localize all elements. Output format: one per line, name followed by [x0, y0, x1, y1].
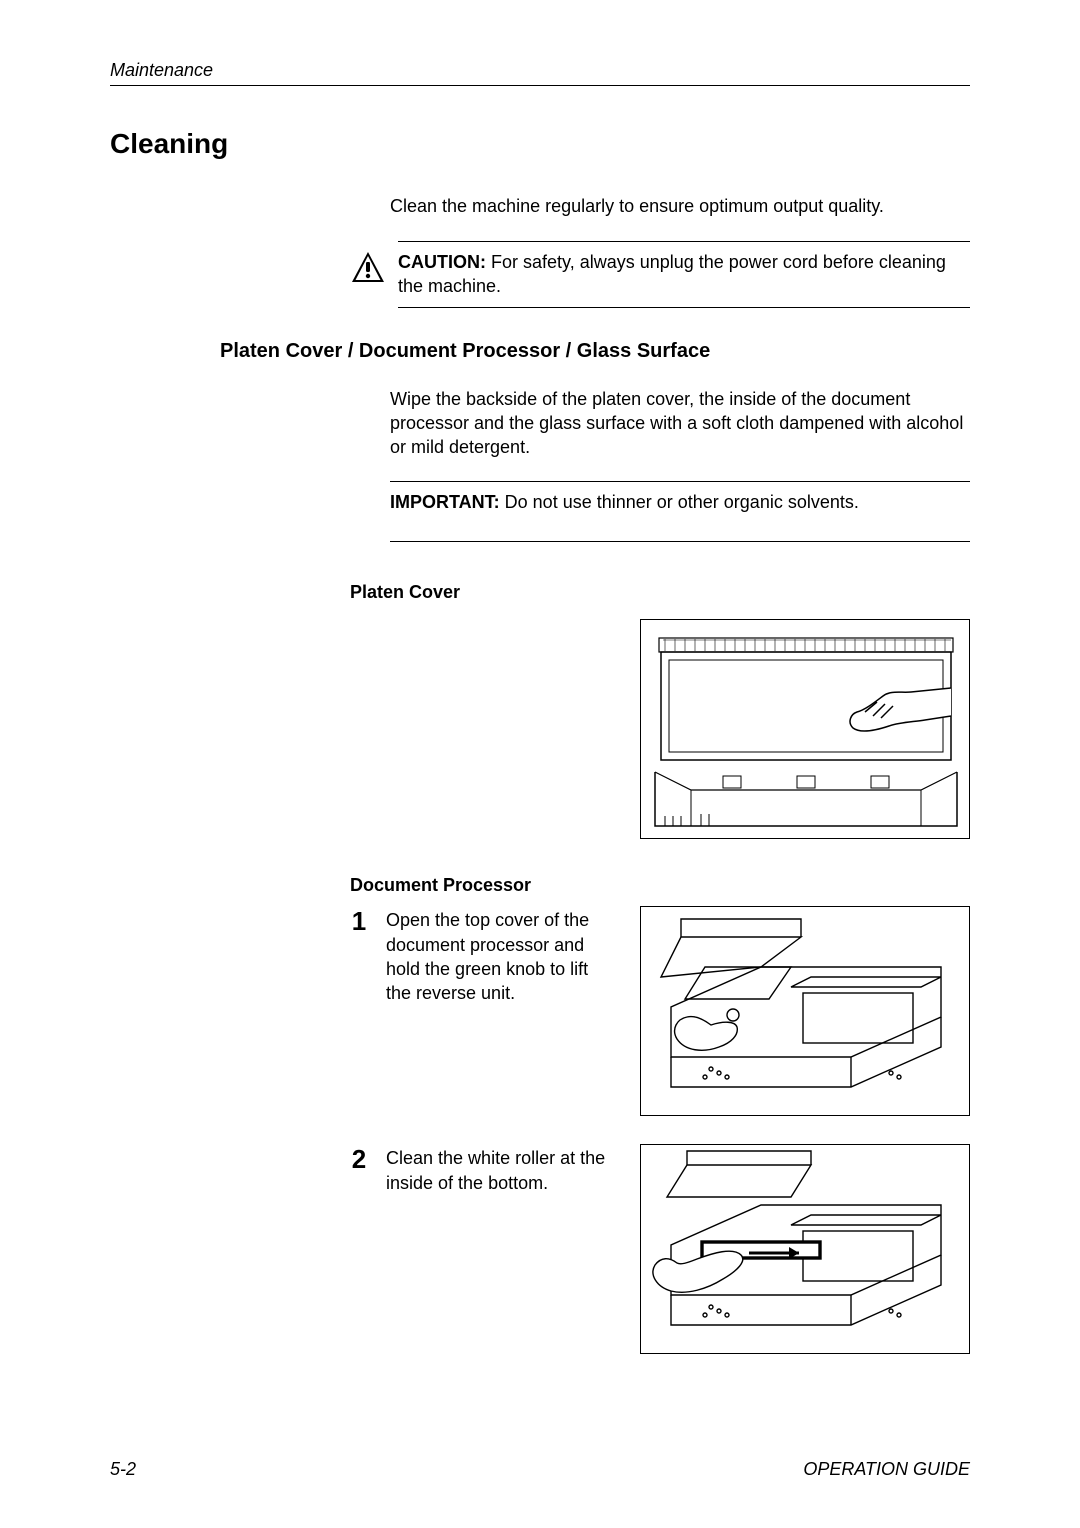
- step-number: 1: [350, 906, 368, 937]
- footer-guide-label: OPERATION GUIDE: [803, 1459, 970, 1480]
- step-1-figure: [640, 906, 970, 1116]
- caution-label: CAUTION:: [398, 252, 486, 272]
- page-footer: 5-2 OPERATION GUIDE: [110, 1459, 970, 1480]
- caution-notice: CAUTION: For safety, always unplug the p…: [350, 241, 970, 308]
- step-number: 2: [350, 1144, 368, 1175]
- step-2-figure: [640, 1144, 970, 1354]
- step-2: 2 Clean the white roller at the inside o…: [350, 1144, 970, 1354]
- important-notice: IMPORTANT: Do not use thinner or other o…: [390, 481, 970, 542]
- platen-cover-heading: Platen Cover: [350, 582, 970, 603]
- instruction-paragraph: Wipe the backside of the platen cover, t…: [390, 387, 970, 460]
- rule: [390, 541, 970, 542]
- running-header: Maintenance: [110, 60, 970, 86]
- subsection-heading: Platen Cover / Document Processor / Glas…: [220, 340, 970, 363]
- page: Maintenance Cleaning Clean the machine r…: [0, 0, 1080, 1528]
- important-label: IMPORTANT:: [390, 492, 500, 512]
- important-body: Do not use thinner or other organic solv…: [500, 492, 859, 512]
- step-text: Clean the white roller at the inside of …: [386, 1144, 616, 1354]
- caution-row: CAUTION: For safety, always unplug the p…: [350, 250, 970, 299]
- rule: [390, 481, 970, 482]
- page-title: Cleaning: [110, 128, 970, 160]
- intro-paragraph: Clean the machine regularly to ensure op…: [390, 196, 970, 217]
- rule: [398, 241, 970, 242]
- step-text: Open the top cover of the document proce…: [386, 906, 616, 1116]
- document-processor-heading: Document Processor: [350, 875, 970, 896]
- step-1: 1 Open the top cover of the document pro…: [350, 906, 970, 1116]
- page-number: 5-2: [110, 1459, 136, 1480]
- platen-cover-figure: [640, 619, 970, 839]
- rule: [398, 307, 970, 308]
- document-processor-steps: 1 Open the top cover of the document pro…: [350, 906, 970, 1354]
- caution-text: CAUTION: For safety, always unplug the p…: [398, 250, 970, 299]
- warning-triangle-icon: [350, 250, 386, 286]
- important-text: IMPORTANT: Do not use thinner or other o…: [390, 492, 970, 513]
